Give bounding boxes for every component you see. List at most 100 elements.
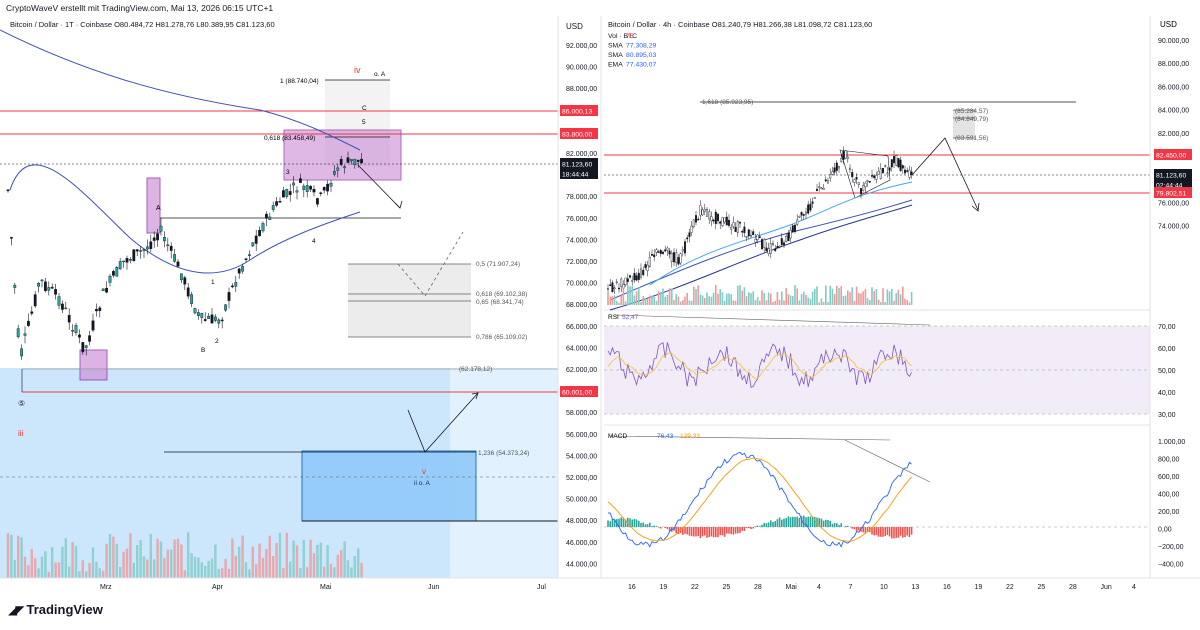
price-badge-text: 81.123,60 [562,162,592,169]
volume-bar [142,556,146,578]
macd-hist-bar [638,520,640,527]
candle-body [302,185,306,190]
candle-body [607,288,610,290]
macd-hist-bar [708,527,710,538]
wave-b: B [201,347,205,354]
volume-bar [752,291,754,305]
macd-hist-bar [629,518,631,527]
candle-body [360,158,363,164]
candle-body [732,222,735,227]
candle-body [712,219,715,222]
candle-body [135,249,139,252]
volume-bar [187,532,190,578]
price-tick: 92.000,00 [566,43,597,50]
wave-3: 3 [286,169,290,176]
macd-axis: 1.000,00 800,00 600,00 400,00 200,00 0,00 −200… [1158,439,1185,569]
macd-hist-bar [792,516,794,527]
macd-hist-bar [796,516,798,527]
macd-hist-bar [825,519,827,527]
time-tick: 7 [849,584,853,591]
candle-body [787,232,790,242]
macd-hist-bar [866,527,869,532]
volume-bar [886,289,889,305]
candle-body [734,227,737,232]
price-tick: 82.000,00 [1158,131,1189,138]
candle-body [833,167,836,173]
volume-bar [357,548,360,578]
candle-body [637,272,640,280]
volume-bar [827,302,829,305]
volume-bar [820,298,823,305]
candle-body [629,275,632,278]
macd-hist-bar [686,527,688,535]
volume-bar [836,285,838,305]
price-badge-text: 79.802,51 [1156,191,1186,198]
time-tick: Mai [320,584,332,591]
macd-hist-bar [838,525,840,527]
volume-bar [360,562,363,578]
down-arrow-path [357,164,401,209]
time-tick: 16 [943,584,951,591]
volume-bar [805,294,807,305]
rsi-tick: 30,00 [1158,412,1176,419]
macd-hist-bar [847,525,849,527]
volume-bar [741,290,743,305]
candle-body [893,156,896,164]
candle-body [111,271,115,276]
candle-body [703,208,706,212]
macd-hist-bar [836,523,838,527]
macd-hist-bar [737,527,739,534]
volume-bar [255,564,258,578]
wave-ii-oa: ii o. A [414,480,431,487]
fib-r-label-a: (85.284,57) [955,108,988,115]
volume-bar [136,545,139,578]
volume-bar [811,291,814,305]
volume-bar [783,300,785,305]
volume-bar [61,546,64,578]
volume-bar [891,288,893,305]
tradingview-logo[interactable]: ◢◤ TradingView [8,602,103,617]
macd-hist-bar [789,517,792,527]
macd-hist-bar [895,527,897,538]
candle-body [855,177,858,180]
candle-body [794,224,797,232]
volume-bar [30,549,33,578]
macd-hist-bar [613,520,616,527]
macd-hist-bar [734,527,737,534]
price-badge-bg [560,128,598,139]
time-tick: Jun [1101,584,1112,591]
candle-body [288,191,292,195]
projection-arrowhead [471,392,479,400]
macd-hist-bar [906,527,908,536]
candle-body [730,226,733,230]
right-chart[interactable]: Bitcoin / Dollar · 4h · Coinbase O81.240… [600,16,1200,591]
candle-body [681,249,684,252]
candle-body [200,313,204,318]
candle-body [74,325,78,333]
macd-hist-bar [699,527,702,539]
price-tick: 86.000,00 [1158,84,1189,91]
left-chart[interactable]: Bitcoin / Dollar · 1T · Coinbase O80.484… [0,16,600,591]
volume-bar [241,535,244,578]
macd-hist-bar [759,526,761,527]
volume-bar [844,295,847,305]
price-tick: 82.000,00 [566,151,597,158]
candle-body [708,211,711,220]
price-badge-bg [560,386,598,397]
macd-hist-bar [858,527,860,531]
price-tick: 90.000,00 [566,65,597,72]
macd-hist-bar [712,527,715,538]
candle-body [871,175,874,177]
candle-body [688,232,691,237]
volume-bar [664,296,666,305]
price-badge-text: 83.800,00 [562,132,592,139]
volume-bar [227,568,231,578]
candle-body [662,251,665,254]
candle-body [237,268,241,274]
volume-bar [732,300,735,305]
volume-bar [289,561,292,578]
volume-bar [701,295,704,305]
candle-body [849,167,852,170]
candle-body [725,216,728,226]
